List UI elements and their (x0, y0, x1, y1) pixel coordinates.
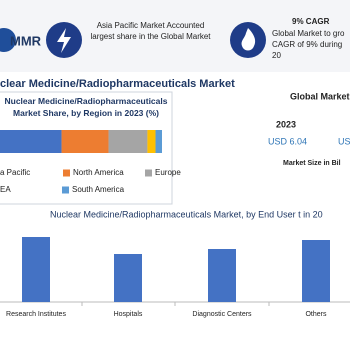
chart-panel (0, 91, 173, 205)
bar-segment (0, 130, 62, 153)
market-value: US (338, 136, 350, 146)
x-tick-label: Hospitals (114, 311, 143, 318)
cagr-box: Global Market to gro CAGR of 9% during 2… (272, 29, 345, 58)
chart-title: Nuclear Medicine/Radiopharmaceuticals Ma… (50, 209, 323, 219)
market-year: 2023 (276, 119, 296, 129)
legend-label: South America (72, 185, 125, 194)
heading: clear Medicine/Radiopharmaceuticals Mark… (0, 78, 235, 90)
legend-label: North America (73, 168, 124, 177)
market-caption: Market Size in Bil (283, 160, 341, 167)
cagr-title: 9% CAGR (292, 17, 330, 26)
logo: MMR (10, 33, 42, 48)
market-title: Global Market (290, 91, 350, 101)
legend-label: a Pacific (0, 168, 30, 177)
bar (114, 254, 142, 302)
market-value: USD 6.04 (268, 136, 307, 146)
chart-title: Nuclear Medicine/Radiopharmaceuticals Ma… (4, 96, 168, 118)
bar-segment (147, 130, 156, 153)
legend-label: EA (0, 185, 11, 194)
flame-icon (241, 28, 256, 51)
bar-segment (108, 130, 148, 153)
legend-swatch (145, 169, 152, 177)
bar-segment (61, 130, 109, 153)
bar (302, 240, 330, 302)
x-tick-label: Others (305, 311, 327, 318)
x-tick-label: Diagnostic Centers (192, 311, 252, 318)
chart-title-box: Nuclear Medicine/Radiopharmaceuticals Ma… (4, 96, 168, 118)
bar-segment (155, 130, 162, 153)
legend-label: Europe (155, 168, 181, 177)
bar (22, 237, 50, 302)
x-tick-label: Research Institutes (6, 311, 66, 318)
legend-swatch (63, 169, 70, 177)
highlight-text: Asia Pacific Market Accounted largest sh… (90, 21, 211, 41)
cagr-text: Global Market to gro CAGR of 9% during 2… (272, 29, 345, 58)
legend-swatch (62, 186, 69, 194)
logo-mark (0, 28, 16, 52)
highlight-box: Asia Pacific Market Accounted largest sh… (90, 21, 211, 41)
bolt-icon (57, 28, 71, 53)
bar (208, 249, 236, 302)
